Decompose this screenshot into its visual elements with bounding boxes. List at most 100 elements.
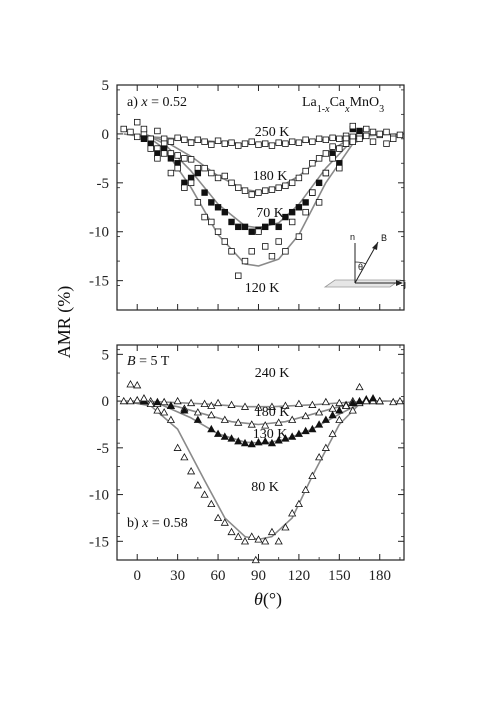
data-point bbox=[241, 187, 249, 194]
data-point bbox=[247, 439, 256, 448]
data-point bbox=[262, 187, 269, 194]
data-point bbox=[154, 127, 161, 135]
data-point bbox=[153, 397, 162, 406]
data-point bbox=[208, 169, 215, 177]
data-point bbox=[294, 429, 303, 437]
y-tick-label: -10 bbox=[89, 488, 109, 504]
data-point bbox=[221, 208, 228, 216]
data-point bbox=[193, 415, 202, 423]
data-point bbox=[315, 452, 324, 461]
data-point bbox=[322, 150, 330, 157]
data-point bbox=[207, 424, 216, 433]
panel-b: 5 0 -5 -10 -15 0 30 60 90 120 150 180 240 K 180 K 130 … bbox=[89, 345, 405, 584]
data-point bbox=[248, 248, 255, 255]
series-label: 120 K bbox=[245, 281, 280, 296]
panel-a-label: a) x = 0.52 bbox=[127, 95, 187, 110]
data-point bbox=[153, 406, 162, 414]
data-point bbox=[228, 218, 235, 226]
data-point bbox=[274, 537, 283, 545]
x-axis-title: θ(°) bbox=[254, 589, 282, 610]
data-point bbox=[120, 125, 127, 133]
series-label: 180 K bbox=[255, 405, 290, 420]
data-point bbox=[302, 167, 309, 175]
data-point bbox=[275, 238, 282, 245]
data-point bbox=[187, 156, 195, 163]
data-point bbox=[309, 189, 316, 196]
y-tick-label: 0 bbox=[102, 394, 110, 410]
data-point bbox=[248, 138, 255, 145]
data-point bbox=[335, 398, 344, 407]
data-point bbox=[355, 396, 364, 405]
data-point bbox=[315, 199, 323, 206]
data-point bbox=[201, 189, 208, 196]
data-point bbox=[241, 223, 249, 231]
data-point bbox=[241, 257, 249, 265]
data-point bbox=[268, 186, 276, 193]
series-label: 70 K bbox=[256, 206, 284, 221]
data-point bbox=[262, 243, 269, 250]
data-point bbox=[187, 139, 195, 146]
data-point bbox=[201, 213, 208, 221]
data-point bbox=[268, 252, 276, 260]
inset-theta-label: θ bbox=[358, 262, 363, 272]
data-point bbox=[160, 150, 168, 157]
data-point bbox=[201, 164, 208, 172]
data-point bbox=[261, 537, 270, 545]
data-point bbox=[228, 139, 235, 146]
data-point bbox=[119, 396, 128, 405]
data-point bbox=[227, 434, 236, 442]
data-point bbox=[240, 402, 250, 410]
panel-b-label: b) x = 0.58 bbox=[127, 516, 188, 531]
data-point bbox=[235, 272, 242, 279]
data-point bbox=[207, 401, 216, 409]
data-point bbox=[355, 382, 364, 391]
data-point bbox=[288, 138, 296, 145]
data-point bbox=[126, 380, 135, 388]
series-label: 80 K bbox=[251, 480, 279, 495]
data-point bbox=[288, 179, 296, 187]
data-point bbox=[336, 135, 343, 143]
data-point bbox=[194, 199, 202, 206]
data-point bbox=[221, 238, 228, 245]
data-point bbox=[356, 127, 363, 135]
data-point bbox=[282, 182, 289, 189]
data-point bbox=[301, 426, 310, 435]
panel-b-frame bbox=[116, 344, 405, 561]
y-tick-label: -15 bbox=[89, 534, 109, 550]
data-point bbox=[315, 420, 324, 428]
data-point bbox=[328, 410, 337, 419]
data-point bbox=[181, 184, 188, 191]
data-point bbox=[362, 396, 371, 405]
data-point bbox=[193, 480, 202, 489]
data-point bbox=[375, 396, 384, 405]
x-axis-symbol: θ bbox=[254, 589, 263, 609]
data-point bbox=[295, 174, 303, 182]
x-tick-label: 90 bbox=[251, 568, 266, 584]
data-point bbox=[261, 421, 270, 429]
data-point bbox=[235, 184, 242, 191]
data-point bbox=[140, 135, 148, 143]
data-point bbox=[213, 513, 223, 522]
data-point bbox=[321, 397, 330, 406]
data-point bbox=[134, 118, 141, 126]
data-point bbox=[254, 403, 263, 411]
data-point bbox=[261, 437, 270, 445]
panel-a-formula: La1-xCaxMnO3 bbox=[302, 95, 384, 115]
data-point bbox=[288, 432, 297, 440]
data-point bbox=[267, 438, 277, 447]
data-point bbox=[295, 139, 303, 146]
data-point bbox=[207, 499, 216, 508]
data-point bbox=[220, 518, 229, 526]
data-point bbox=[329, 143, 336, 150]
data-point bbox=[348, 406, 357, 414]
data-point bbox=[369, 128, 377, 136]
data-point bbox=[275, 184, 282, 191]
data-point bbox=[228, 179, 235, 187]
data-point bbox=[383, 140, 390, 147]
data-point bbox=[396, 131, 404, 139]
data-point bbox=[295, 233, 303, 240]
data-point bbox=[181, 136, 188, 143]
data-point bbox=[295, 204, 303, 211]
data-point bbox=[349, 138, 356, 145]
data-point bbox=[368, 394, 378, 402]
